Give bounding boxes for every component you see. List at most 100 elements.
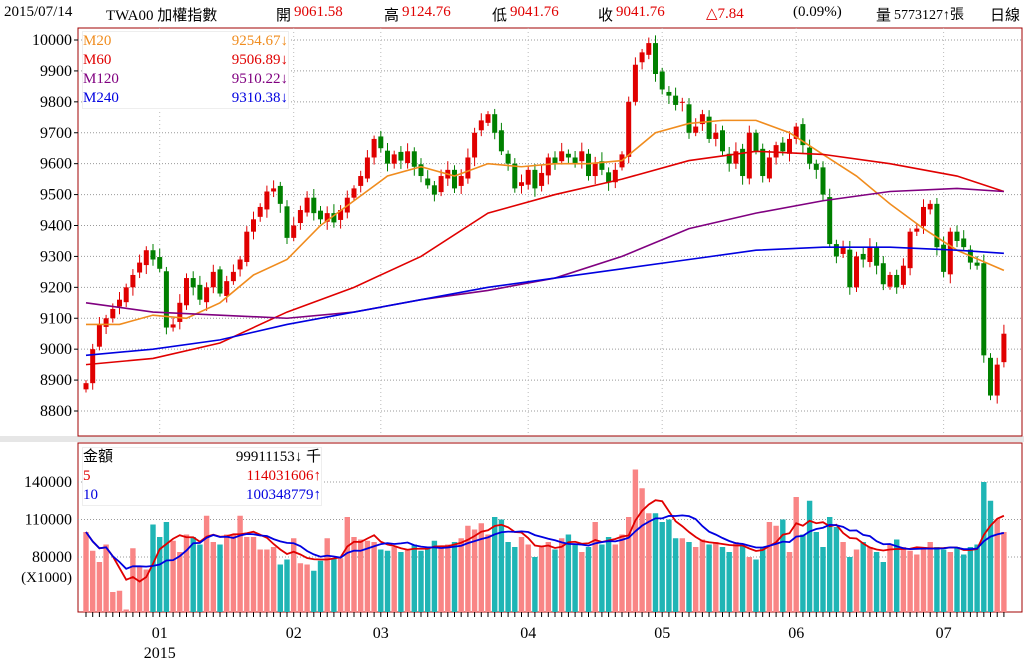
candle-body [532,169,538,189]
candle-body [659,71,665,90]
candle-body [398,151,404,161]
candle-body [465,157,471,179]
volume-bar [123,609,129,612]
volume-bar [317,560,324,612]
candle-body [639,52,645,63]
volume-bar [840,542,846,612]
candle-body [331,213,337,223]
candle-body [217,269,223,294]
price-tick-label: 9300 [40,248,72,265]
candle-body [257,206,263,217]
volume-bar [458,538,464,612]
volume-bar [833,527,840,612]
volume-bar [532,557,538,612]
volume-bar [920,547,927,612]
x-tick-label: 01 [152,625,168,642]
candle-body [921,206,926,227]
volume-bar [230,534,237,612]
candle-body [157,257,163,269]
candle-body [847,249,853,288]
volume-bar [110,592,116,612]
volume-bar [324,538,330,612]
candle-body [271,188,277,192]
volume-bar [150,524,156,612]
candle-body [264,191,270,210]
candle-body [646,43,652,55]
volume-bar [291,538,297,612]
candle-body [438,176,444,193]
price-tick-label: 9500 [40,187,72,204]
volume-bar [626,517,632,612]
low-value: 9041.76 [510,4,559,20]
candle-body [485,114,491,123]
candle-body [833,244,839,257]
candle-body [954,231,960,241]
candle-body [961,238,967,248]
volume-bar [713,542,719,612]
candle-body [498,130,504,152]
price-tick-label: 9100 [40,310,72,327]
change-value: △7.84 [706,6,744,22]
volume-bar [753,559,759,612]
volume-bar [250,537,257,612]
volume-bar [485,534,491,612]
volume-bar [739,544,746,612]
candle-body [545,157,551,176]
candle-body [840,247,846,254]
volume-bar [579,552,585,612]
candle-body [934,203,940,248]
volume-bar [927,542,933,612]
candle-body [746,132,752,179]
volume-bar [552,549,558,612]
candle-body [988,357,993,396]
volume-bar [183,534,190,612]
candle-body [733,151,739,164]
volume-bar [512,547,518,612]
low-label: 低 [492,8,508,24]
volume-bar [425,547,431,612]
candle-body [867,247,873,262]
candle-body [974,262,980,266]
volume-bar [699,539,706,612]
x-tick-label: 06 [788,625,804,642]
legend-value: 9310.38↓ [231,90,288,106]
volume-bar [940,549,947,612]
candle-body [854,256,859,288]
candle-body [713,132,719,139]
price-tick-label: 10000 [32,32,72,49]
volume-bar [90,550,96,612]
candle-body [586,153,591,177]
legend-row: M120 9510.22↓ [83,70,288,89]
candle-body [304,197,310,213]
candle-body [431,185,437,195]
volume-bar [873,552,880,612]
volume-bar [894,539,900,612]
candle-body [679,101,685,103]
volume-bar [398,552,404,612]
volume-bar [887,544,893,612]
volume-bar [786,552,793,612]
period-selector[interactable]: 日線 [990,8,1021,24]
volume-bar [934,547,940,612]
candle-body [612,169,618,183]
volume-bar [190,537,196,612]
candle-body [887,274,893,287]
candle-body [994,364,1000,396]
volume-bar [270,547,277,612]
candle-body [914,228,920,232]
legend-name: M20 [83,33,112,49]
volume-bar [284,559,290,612]
candle-body [230,271,236,282]
candle-body [83,383,89,390]
volume-bar [197,544,203,612]
volume-bar [686,542,692,612]
candle-body [143,250,149,266]
ma-line-m60 [85,150,1005,366]
volume-bar [974,544,980,612]
volume-bar [96,562,103,612]
volume-bar [954,547,960,612]
legend-name: M120 [83,71,119,87]
close-label: 收 [598,8,614,24]
open-label: 開 [276,8,292,24]
candle-body [874,247,880,266]
